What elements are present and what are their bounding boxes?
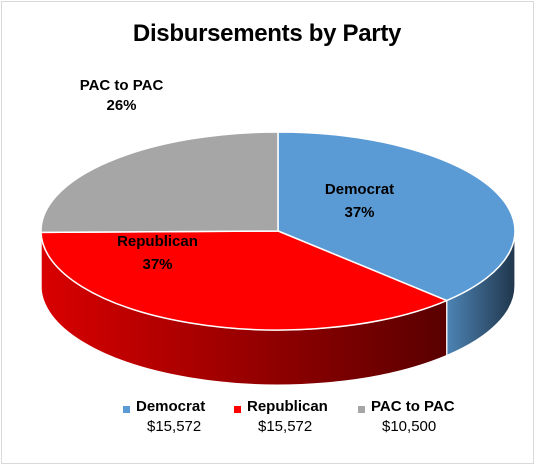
legend-label-pac-to-pac: PAC to PAC — [371, 398, 455, 415]
legend-swatch-republican — [234, 406, 241, 413]
legend: Democrat $15,572 Republican $15,572 PAC … — [2, 398, 532, 448]
legend-value-democrat: $15,572 — [147, 418, 202, 435]
legend-swatch-democrat — [123, 406, 130, 413]
data-label-democrat-name: Democrat — [324, 181, 395, 198]
data-label-democrat-percent: 37% — [344, 204, 375, 221]
legend-swatch-pac-to-pac — [358, 406, 365, 413]
pie-slice-democrat — [277, 131, 516, 302]
data-label-republican: Republican 37% — [100, 230, 215, 276]
data-label-pac-to-pac-name: PAC to PAC — [79, 77, 164, 94]
pie-chart — [40, 131, 516, 386]
data-label-pac-to-pac-percent: 26% — [106, 97, 137, 114]
pie-slice-pac-to-pac — [40, 131, 279, 234]
legend-value-pac-to-pac: $10,500 — [382, 418, 437, 435]
legend-label-republican: Republican — [247, 398, 328, 415]
chart-title: Disbursements by Party — [132, 20, 402, 47]
data-label-republican-percent: 37% — [142, 256, 173, 273]
legend-value-republican: $15,572 — [258, 418, 313, 435]
data-label-republican-name: Republican — [117, 233, 198, 250]
data-label-democrat: Democrat 37% — [302, 178, 417, 224]
legend-label-democrat: Democrat — [136, 398, 206, 415]
pie-slice-republican — [40, 230, 448, 331]
data-label-pac-to-pac: PAC to PAC 26% — [64, 76, 179, 116]
pie-tops — [40, 131, 516, 331]
